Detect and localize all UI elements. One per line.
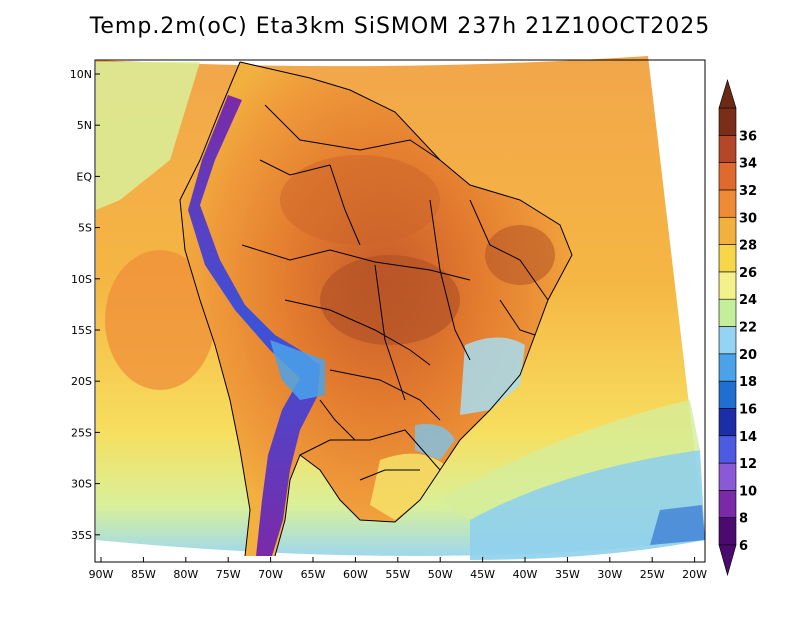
- lon-tick-label: 55W: [385, 568, 410, 581]
- southeast-highlands-cool: [460, 337, 525, 415]
- colorbar-label: 28: [739, 239, 757, 254]
- south-highlands-cool: [415, 424, 455, 460]
- south-atlantic-mid-region: [440, 400, 700, 520]
- altiplano-cool: [270, 340, 325, 400]
- colorbar-label: 10: [739, 484, 757, 499]
- plot-frame: [94, 59, 706, 563]
- colorbar-label: 14: [739, 430, 757, 445]
- amazon-hot-core: [280, 155, 440, 245]
- lon-tick-label: 50W: [428, 568, 453, 581]
- colorbar-label: 32: [739, 184, 757, 199]
- lon-tick-label: 30W: [597, 568, 622, 581]
- lon-tick-label: 60W: [343, 568, 368, 581]
- colorbar-band: [718, 107, 737, 136]
- lon-tick-label: 65W: [301, 568, 326, 581]
- lat-tick-label: 15S: [71, 324, 92, 337]
- lat-tick-label: 35S: [71, 529, 92, 542]
- lon-tick-label: 80W: [173, 568, 198, 581]
- colorbar-min-cap: [718, 544, 737, 577]
- colorbar-band: [718, 326, 737, 355]
- colorbar-band: [718, 216, 737, 245]
- colorbar-label: 30: [739, 211, 757, 226]
- colorbar-max-cap: [718, 78, 737, 109]
- northeast-hot-core: [485, 225, 555, 285]
- colorbar-band: [718, 244, 737, 273]
- colorbar-band: [718, 135, 737, 163]
- colorbar-label: 26: [739, 266, 757, 281]
- colorbar-label: 22: [739, 321, 757, 336]
- map-title: Temp.2m(oC) Eta3km SiSMOM 237h 21Z10OCT2…: [89, 14, 711, 39]
- lon-tick-label: 45W: [470, 568, 495, 581]
- colorbar-label: 6: [739, 539, 748, 554]
- colorbar-band: [718, 462, 737, 491]
- colorbar-label: 24: [739, 293, 757, 308]
- colorbar-label: 16: [739, 402, 757, 417]
- lon-tick-label: 75W: [216, 568, 241, 581]
- temperature-colorbar: 6 8 10 12 14 16 18 20 22 24 26 28 30 32 34 36: [718, 78, 757, 577]
- south-atlantic-cool-region: [470, 450, 705, 560]
- colorbar-band: [718, 490, 737, 518]
- colorbar-band: [718, 271, 737, 300]
- lat-tick-label: 20S: [71, 375, 92, 388]
- colorbar-band: [718, 435, 737, 464]
- lat-tick-label: 5N: [77, 119, 92, 132]
- colorbar-label: 34: [739, 157, 757, 172]
- lon-tick-label: 25W: [640, 568, 665, 581]
- colorbar-label: 12: [739, 457, 757, 472]
- lon-tick-label: 70W: [258, 568, 283, 581]
- lon-tick-label: 20W: [682, 568, 707, 581]
- lon-tick-label: 85W: [131, 568, 156, 581]
- lat-tick-label: EQ: [76, 170, 92, 183]
- colorbar-band: [718, 162, 737, 191]
- colorbar-band: [718, 380, 737, 409]
- lon-tick-label: 40W: [513, 568, 538, 581]
- lon-tick-label: 35W: [555, 568, 580, 581]
- colorbar-label: 20: [739, 348, 757, 363]
- lon-tick-label: 90W: [89, 568, 114, 581]
- lat-tick-label: 30S: [71, 478, 92, 491]
- lat-tick-label: 10S: [71, 273, 92, 286]
- colorbar-band: [718, 189, 737, 218]
- longitude-axis: 90W 85W 80W 75W 70W 65W 60W 55W 50W 45W 40W 35W 30W 2…: [89, 557, 707, 581]
- colorbar-band: [718, 408, 737, 437]
- colorbar-band: [718, 517, 737, 546]
- lat-tick-label: 25S: [71, 426, 92, 439]
- colorbar-label: 8: [739, 512, 748, 527]
- political-boundaries: [179, 61, 573, 557]
- caribbean-cool-region: [96, 62, 200, 210]
- lat-tick-label: 10N: [70, 68, 92, 81]
- southeast-corner-cold: [650, 505, 705, 545]
- lat-tick-label: 5S: [78, 222, 92, 235]
- andes-cold-ridge: [188, 95, 320, 556]
- colorbar-band: [718, 353, 737, 382]
- pacific-warm-region: [105, 250, 215, 390]
- colorbar-label: 36: [739, 129, 757, 144]
- central-hot-core: [320, 255, 460, 345]
- latitude-axis: 10N 5N EQ 5S 10S 15S 20S 25S 30S 35S: [70, 68, 100, 542]
- colorbar-band: [718, 298, 737, 327]
- colorbar-label: 18: [739, 375, 757, 390]
